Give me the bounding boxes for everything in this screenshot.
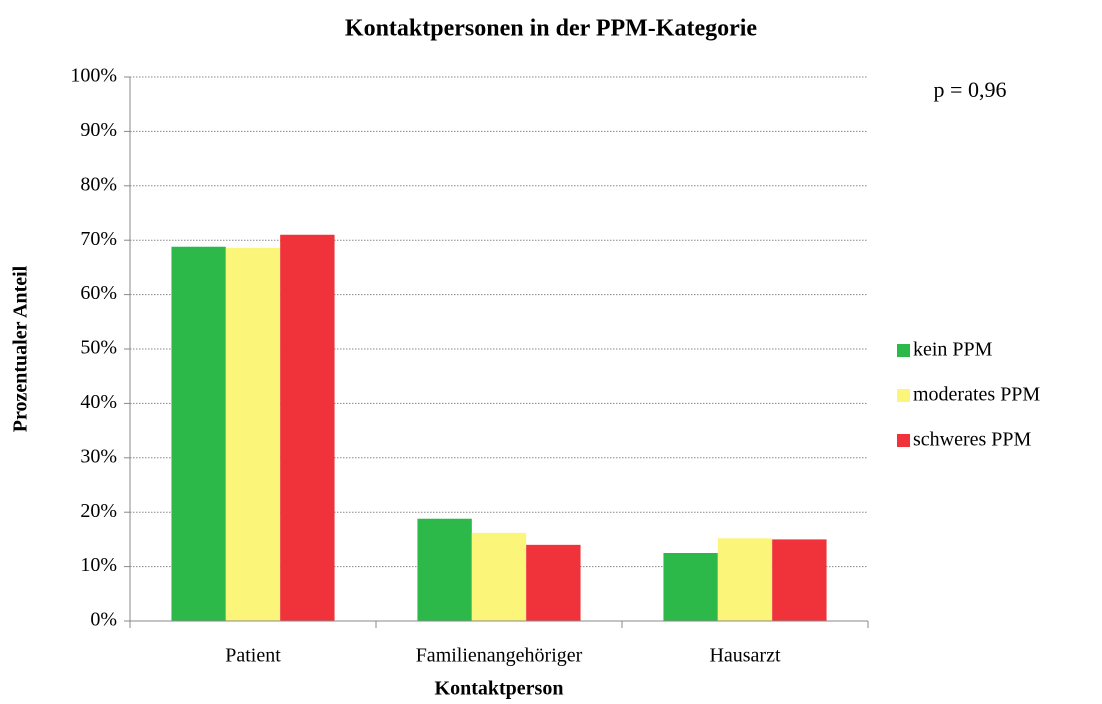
y-tick-label: 10% [80, 554, 117, 576]
legend-label: kein PPM [913, 339, 993, 361]
legend-swatch [897, 344, 910, 357]
legend-label: schweres PPM [913, 429, 1032, 451]
y-tick-label: 80% [80, 173, 117, 195]
legend-label: moderates PPM [913, 384, 1040, 406]
bar [717, 538, 773, 621]
bar [526, 544, 581, 621]
x-tick-label: Patient [225, 645, 281, 667]
bar [772, 539, 827, 621]
legend-swatch [897, 389, 910, 402]
y-tick-label: 70% [80, 228, 117, 250]
legend-swatch [897, 434, 910, 447]
y-tick-label: 30% [80, 445, 117, 467]
y-axis-label: Prozentualer Anteil [10, 265, 32, 432]
y-tick-label: 50% [80, 337, 117, 359]
bar [225, 247, 281, 622]
bar [471, 532, 527, 621]
y-tick-label: 90% [80, 119, 117, 141]
y-tick-label: 20% [80, 500, 117, 522]
y-tick-label: 0% [90, 609, 117, 631]
x-tick-label: Familienangehöriger [416, 645, 583, 667]
x-tick-label: Hausarzt [709, 645, 781, 667]
annotation: p = 0,96 [934, 77, 1007, 102]
y-tick-label: 60% [80, 282, 117, 304]
chart-title: Kontaktpersonen in der PPM-Kategorie [345, 16, 758, 42]
bar [663, 553, 718, 621]
bar [171, 246, 226, 621]
bar [280, 234, 335, 621]
x-axis-label: Kontaktperson [435, 678, 564, 700]
y-tick-label: 40% [80, 391, 117, 413]
bar [417, 518, 472, 621]
y-tick-label: 100% [70, 65, 117, 87]
